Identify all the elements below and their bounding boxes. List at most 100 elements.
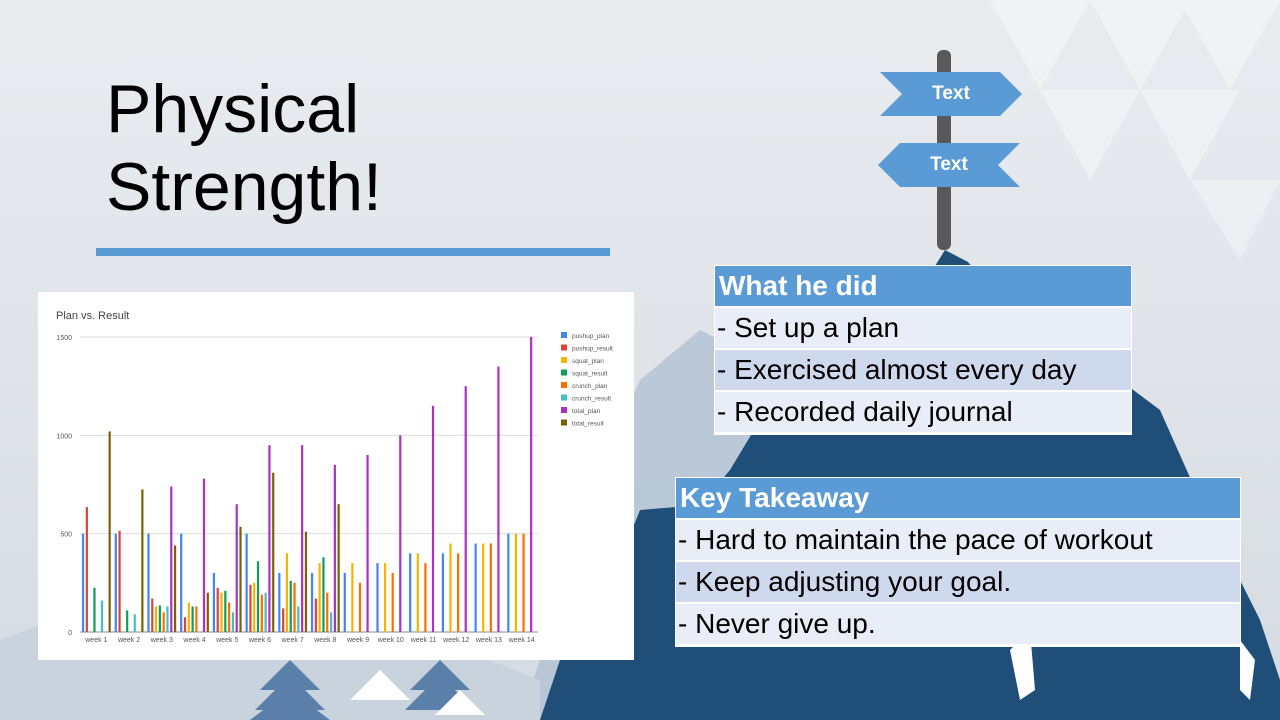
bar-crunch_plan [391,573,394,632]
bar-squat_plan [187,602,190,632]
legend-swatch [561,407,567,413]
bar-pushup_plan [180,533,183,632]
bar-total_plan [301,445,304,632]
bar-pushup_plan [245,533,248,632]
legend-swatch [561,382,567,388]
legend-label: crunch_plan [572,383,608,390]
what-he-did-table: What he did - Set up a plan - Exercised … [714,265,1132,435]
bar-crunch_plan [424,563,427,632]
bar-total_plan [431,405,435,632]
bar-total_result [173,545,177,632]
bar-squat_plan [220,592,223,632]
bar-pushup_plan [376,563,379,632]
bar-crunch_plan [293,582,296,632]
bar-crunch_plan [326,592,329,632]
bar-total_plan [333,464,336,632]
x-tick-label: week 10 [377,637,404,644]
bar-total_result [108,431,111,632]
legend-swatch [561,369,567,376]
bar-pushup_result [216,587,219,632]
bar-crunch_plan [489,543,492,632]
legend-swatch [561,332,567,338]
legend-swatch [561,357,567,363]
what-he-did-header: What he did [715,266,1131,308]
bar-crunch_plan [195,606,198,632]
sign-arrow-left-shape [878,143,1020,187]
bar-squat_plan [514,533,518,632]
bar-squat_result [158,605,161,632]
x-tick-label: week 7 [281,637,304,644]
bar-total_result [337,504,340,632]
x-tick-label: week 6 [248,637,271,644]
bar-pushup_result [85,507,88,632]
bar-pushup_plan [409,553,412,632]
bar-pushup_plan [310,573,314,632]
sign-arrow-right-label: Text [932,83,970,104]
plan-vs-result-chart: Plan vs. Result 0 500 1000 1500 week 1 week 2… [38,292,634,660]
bar-crunch_result [166,606,169,632]
x-tick-label: week 8 [313,637,336,644]
bar-squat_plan [253,582,256,632]
bar-squat_result [191,606,194,632]
bar-squat_result [126,610,129,632]
legend-label: total_result [572,421,604,428]
x-tick-label: week 2 [117,637,140,644]
bar-pushup_result [314,598,317,632]
bar-squat_plan [318,563,321,632]
bar-pushup_plan [343,573,346,632]
bar-total_result [272,472,275,632]
bar-crunch_result [329,612,333,632]
bar-crunch_result [100,600,104,632]
bar-crunch_plan [260,594,263,632]
bar-total_plan [366,455,369,632]
table-row: - Hard to maintain the pace of workout [676,520,1240,562]
bar-pushup_result [183,617,187,632]
legend-label: crunch_result [572,396,611,403]
bar-pushup_result [151,598,154,632]
bar-crunch_result [231,612,235,632]
sign-arrow-left: Text [878,143,1020,187]
bar-pushup_plan [507,533,510,632]
bar-squat_plan [416,553,419,632]
bar-total_plan [202,478,206,632]
bar-squat_result [289,580,292,632]
table-row: - Set up a plan [715,308,1131,350]
x-tick-label: week 4 [182,637,205,644]
bar-crunch_result [297,606,300,632]
chart-svg: Plan vs. Result 0 500 1000 1500 week 1 week 2… [56,310,613,644]
sign-arrow-right: Text [880,72,1022,116]
x-tick-label: week 3 [150,637,173,644]
x-tick-label: week 12 [442,637,469,644]
bar-total_result [239,526,242,632]
bar-total_result [206,592,209,632]
key-takeaway-header: Key Takeaway [676,478,1240,520]
what-he-did-body: - Set up a plan - Exercised almost every… [715,308,1131,434]
bar-squat_plan [482,543,485,632]
bar-total_result [141,489,144,632]
legend-swatch [561,394,567,401]
bar-pushup_result [118,530,121,632]
bar-squat_plan [449,543,452,632]
bar-total_plan [497,366,500,632]
bar-pushup_result [249,584,252,632]
bar-crunch_plan [228,602,231,632]
bar-squat_result [93,587,96,632]
title-underline [96,248,610,256]
bar-pushup_plan [212,573,216,632]
background-triangles [990,0,1280,260]
legend-label: pushup_result [572,346,613,353]
bar-crunch_plan [522,533,525,632]
bar-total_plan [530,337,533,632]
legend-label: squat_result [572,371,608,378]
bar-squat_result [256,561,260,632]
legend-swatch [561,419,567,426]
bar-total_plan [399,435,402,632]
bar-crunch_result [264,592,267,632]
bar-squat_plan [351,563,354,632]
x-tick-label: week 13 [475,637,502,644]
table-row: - Recorded daily journal [715,392,1131,434]
x-tick-label: week 9 [346,637,369,644]
bar-crunch_result [133,614,136,632]
slide-title: Physical Strength! [106,71,382,225]
table-row: - Exercised almost every day [715,350,1131,392]
